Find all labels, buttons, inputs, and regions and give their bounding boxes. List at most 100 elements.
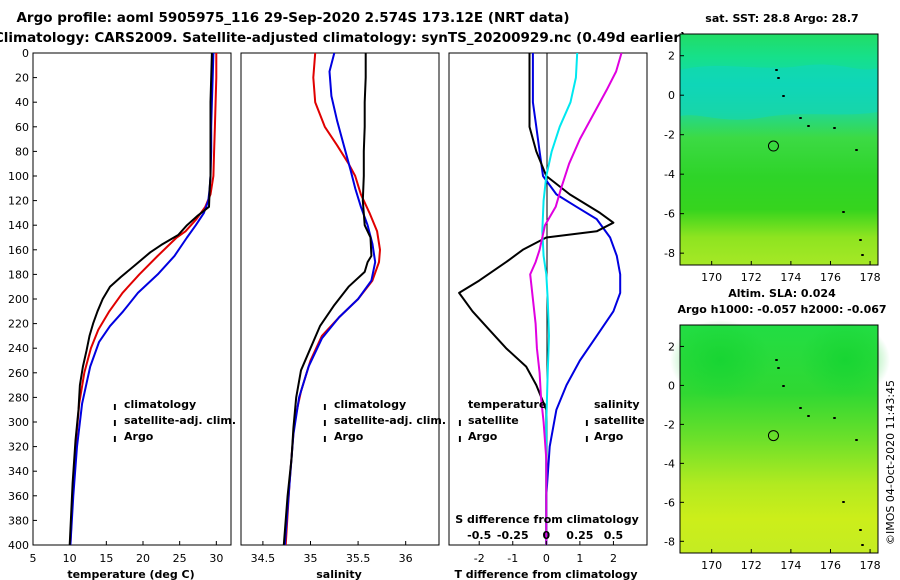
depth-tick-label: 180	[8, 268, 29, 281]
sst-map-x-tick-label: 174	[780, 271, 801, 284]
temperature-x-tick-label: 10	[63, 552, 77, 565]
sst-map-argo-marker	[767, 140, 779, 152]
sst-map-y-tick-label: 0	[668, 89, 675, 102]
sst-map-x-tick-label: 170	[701, 271, 722, 284]
difference-line-salinity-satellite	[541, 52, 579, 545]
depth-tick-label: 20	[15, 72, 29, 85]
difference-x-label: T difference from climatology	[454, 568, 637, 580]
sla-map-x-tick-label: 178	[860, 559, 881, 572]
sst-map-y-tick-label: -4	[664, 168, 675, 181]
sla-map-title: Altim. SLA: 0.024	[728, 287, 836, 300]
difference-s-tick-label: -0.5	[467, 529, 491, 542]
difference-legend-label-t-satellite: satellite	[468, 414, 519, 427]
sla-map-green-patch-right	[800, 322, 890, 398]
salinity-legend-marker-argo: ı	[323, 432, 327, 445]
sst-map-panel: sat. SST: 28.8 Argo: 28.7 170 172 174 176 17…	[664, 12, 881, 284]
sst-map-warm-band	[680, 64, 878, 120]
salinity-legend-label-climatology: climatology	[334, 398, 406, 411]
difference-legend-marker-t-argo: ı	[458, 432, 462, 445]
salinity-legend-label-satellite: satellite-adj. clim.	[334, 414, 446, 427]
temperature-line-climatology	[69, 53, 218, 546]
depth-tick-label: 400	[8, 539, 29, 552]
sst-map-title: sat. SST: 28.8 Argo: 28.7	[705, 12, 858, 25]
sst-map-x-tick-label: 178	[860, 271, 881, 284]
salinity-line-argo	[282, 53, 373, 546]
temperature-x-tick-label: 25	[173, 552, 187, 565]
temperature-legend-label-satellite: satellite-adj. clim.	[124, 414, 236, 427]
sla-map-subtitle: Argo h1000: -0.057 h2000: -0.067	[677, 303, 886, 316]
sla-map-frame	[679, 324, 879, 554]
difference-s-scale-label: S difference from climatology	[455, 513, 639, 526]
sst-map-y-tick-label: -8	[664, 247, 675, 260]
depth-tick-label: 60	[15, 121, 29, 134]
difference-x-tick-label: -2	[474, 552, 485, 565]
sla-map-x-tick-label: 172	[741, 559, 762, 572]
sst-map-x-tick-label: 172	[741, 271, 762, 284]
temperature-x-tick-label: 15	[99, 552, 113, 565]
difference-s-tick-label: 0.25	[566, 529, 593, 542]
salinity-x-tick-label: 36	[399, 552, 413, 565]
sla-map-y-tick-label: -2	[664, 418, 675, 431]
temperature-legend: ı climatology ı satellite-adj. clim. ı A…	[113, 398, 236, 445]
temperature-series-lines	[68, 52, 218, 546]
difference-legend-marker-s-satellite: ı	[585, 416, 589, 429]
credit-text: ©IMOS 04-Oct-2020 11:43:45	[884, 380, 897, 545]
sla-map-y-tick-label: 0	[668, 379, 675, 392]
salinity-legend-label-argo: Argo	[334, 430, 364, 443]
difference-s-tick-label: 0	[542, 529, 550, 542]
salinity-x-ticks: 34.5 35 35.5 36	[251, 541, 413, 565]
depth-tick-label: 100	[8, 170, 29, 183]
temperature-legend-marker-argo: ı	[113, 432, 117, 445]
sla-map-panel: Altim. SLA: 0.024 Argo h1000: -0.057 h20…	[664, 287, 890, 572]
temperature-legend-label-argo: Argo	[124, 430, 154, 443]
sla-map-island-dots	[775, 359, 864, 546]
sla-map-green-patch-left	[670, 320, 770, 400]
difference-x-tick-label: 2	[610, 552, 617, 565]
difference-legend-label-s-argo: Argo	[594, 430, 624, 443]
sla-map-y-tick-label: 2	[668, 340, 675, 353]
figure-title-line2: Climatology: CARS2009. Satellite-adjuste…	[0, 30, 686, 46]
temperature-legend-label-climatology: climatology	[124, 398, 196, 411]
depth-tick-label: 280	[8, 391, 29, 404]
difference-panel: -2 -1 0 1 2 -0.5 -0.25 0 0.25 0.5 S difference f…	[448, 52, 648, 580]
depth-tick-label: 80	[15, 145, 29, 158]
difference-x-ticks: -2 -1 0 1 2	[474, 541, 617, 565]
sla-map-x-tick-label: 174	[780, 559, 801, 572]
depth-tick-label: 300	[8, 416, 29, 429]
difference-legend: temperature ı satellite ı Argo salinity …	[458, 398, 645, 445]
temperature-line-satellite-adj-clim-	[69, 52, 215, 546]
difference-plot-frame	[448, 52, 648, 546]
difference-s-tick-label: 0.5	[604, 529, 624, 542]
sla-map-x-tick-label: 176	[820, 559, 841, 572]
temperature-legend-marker-satellite: ı	[113, 416, 117, 429]
depth-tick-label: 340	[8, 465, 29, 478]
salinity-series-lines	[282, 52, 381, 546]
salinity-legend: ı climatology ı satellite-adj. clim. ı A…	[323, 398, 446, 445]
temperature-depth-ticks: 0 20 40 60 80 100 120 140 160 180 200 220 240 260 280 3…	[8, 47, 37, 552]
salinity-plot-frame	[240, 52, 440, 546]
depth-tick-label: 40	[15, 96, 29, 109]
difference-legend-label-s-satellite: satellite	[594, 414, 645, 427]
sst-map-x-tick-label: 176	[820, 271, 841, 284]
depth-tick-label: 140	[8, 219, 29, 232]
sst-map-y-tick-label: -6	[664, 208, 675, 221]
difference-legend-label-t-argo: Argo	[468, 430, 498, 443]
salinity-legend-marker-satellite: ı	[323, 416, 327, 429]
difference-s-scale-ticks: -0.5 -0.25 0 0.25 0.5	[467, 529, 623, 542]
sla-map-ticks: 170 172 174 176 178 2 0 -2 -4 -6 -8	[664, 340, 881, 572]
sla-map-y-tick-label: -6	[664, 496, 675, 509]
salinity-line-climatology	[284, 52, 381, 546]
depth-tick-label: 220	[8, 318, 29, 331]
depth-tick-label: 160	[8, 244, 29, 257]
salinity-x-tick-label: 35.5	[346, 552, 371, 565]
sst-map-island-dots	[775, 69, 864, 256]
sla-map-y-tick-label: -8	[664, 535, 675, 548]
difference-x-tick-label: -1	[507, 552, 518, 565]
difference-x-tick-label: 0	[543, 552, 550, 565]
depth-tick-label: 260	[8, 367, 29, 380]
sla-map-argo-marker	[767, 430, 779, 442]
temperature-x-ticks: 5 10 15 20 25 30	[30, 541, 223, 565]
sla-map-y-tick-label: -4	[664, 457, 675, 470]
difference-s-tick-label: -0.25	[497, 529, 529, 542]
salinity-legend-marker-climatology: ı	[323, 400, 327, 413]
